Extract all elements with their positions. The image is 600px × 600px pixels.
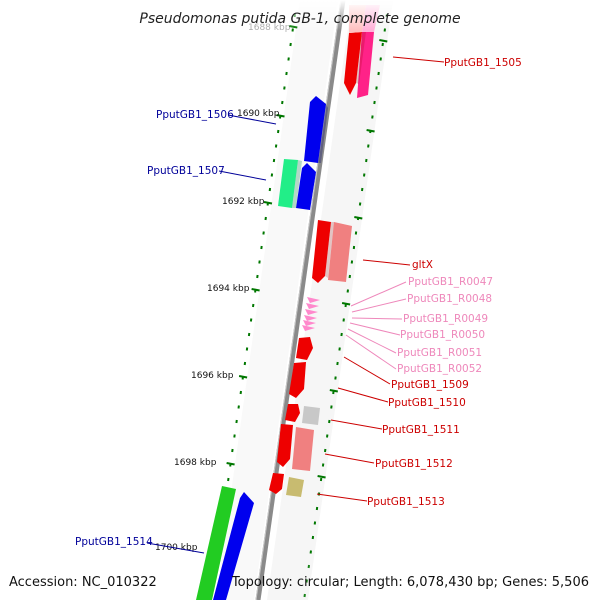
label-pputgb1-1506[interactable]: PputGB1_1506	[156, 109, 234, 121]
label-gltx[interactable]: gltX	[412, 259, 433, 271]
label-pputgb1-1509[interactable]: PputGB1_1509	[391, 379, 469, 391]
gene-pputgb1-1505[interactable]	[344, 32, 362, 95]
gene-pputgb1-r0052[interactable]	[302, 325, 315, 331]
scale-major-tick	[366, 129, 375, 133]
label-pputgb1-r0052[interactable]: PputGB1_R0052	[397, 363, 482, 375]
gene-pputgb1-1511[interactable]	[302, 406, 320, 425]
label-pputgb1-r0047[interactable]: PputGB1_R0047	[408, 276, 493, 288]
gene-pputgb1-r0051[interactable]	[303, 320, 316, 326]
kbp-label-1690: 1690 kbp	[237, 109, 280, 119]
label-pputgb1-r0050[interactable]: PputGB1_R0050	[400, 329, 485, 341]
scale-major-tick	[329, 389, 338, 393]
accession-text: Accession: NC_010322	[9, 575, 157, 590]
label-pputgb1-1511[interactable]: PputGB1_1511	[382, 424, 460, 436]
gene-pputgb1-1509[interactable]	[289, 362, 306, 398]
kbp-label-1696: 1696 kbp	[191, 371, 234, 381]
label-pputgb1-r0048[interactable]: PputGB1_R0048	[407, 293, 492, 305]
leader-lines	[146, 56, 445, 554]
scale-major-tick	[263, 201, 273, 205]
feature-shading	[292, 32, 366, 278]
label-pputgb1-1510[interactable]: PputGB1_1510	[388, 397, 466, 409]
genome-backbone	[255, 0, 346, 600]
genome-summary-text: Topology: circular; Length: 6,078,430 bp…	[231, 575, 589, 590]
label-pputgb1-1505[interactable]: PputGB1_1505	[444, 57, 522, 69]
gene-pputgb1-1512-a[interactable]	[277, 424, 293, 467]
gene-pputgb1-1509-a[interactable]	[296, 337, 313, 360]
label-pputgb1-r0051[interactable]: PputGB1_R0051	[397, 347, 482, 359]
gene-pputgb1-1513-a[interactable]	[269, 473, 284, 494]
label-pputgb1-1512[interactable]: PputGB1_1512	[375, 458, 453, 470]
gene-pputgb1-r0047[interactable]	[307, 297, 320, 303]
gene-pputgb1-1510[interactable]	[285, 404, 300, 422]
gene-gltx[interactable]	[312, 220, 331, 283]
page-title: Pseudomonas putida GB-1, complete genome	[139, 11, 460, 27]
scale-major-tick	[379, 39, 388, 43]
top-fade	[0, 0, 600, 30]
label-pputgb1-1514[interactable]: PputGB1_1514	[75, 536, 153, 548]
gene-pputgb1-1507[interactable]	[278, 159, 298, 208]
scale-major-tick	[251, 288, 260, 292]
gene-gltx-aux[interactable]	[328, 222, 352, 282]
gene-pputgb1-1507-b[interactable]	[296, 163, 316, 210]
gene-pputgb1-1513[interactable]	[286, 477, 304, 497]
label-pputgb1-1507[interactable]: PputGB1_1507	[147, 165, 225, 177]
scale-major-tick	[276, 114, 285, 118]
label-pputgb1-1513[interactable]: PputGB1_1513	[367, 496, 445, 508]
gene-pputgb1-1506[interactable]	[304, 96, 326, 163]
gene-pputgb1-r0050[interactable]	[304, 315, 317, 321]
label-pputgb1-r0049[interactable]: PputGB1_R0049	[403, 313, 488, 325]
gene-pputgb1-1512[interactable]	[292, 427, 314, 471]
kbp-label-1692: 1692 kbp	[222, 197, 265, 207]
kbp-label-1688: 1688 kbp	[248, 23, 291, 33]
scale-major-tick	[238, 375, 248, 379]
gene-pputgb1-1514[interactable]	[196, 486, 236, 600]
scale-major-tick	[317, 475, 326, 479]
gene-pputgb1-1505-aux[interactable]	[357, 32, 374, 98]
scale-major-tick	[341, 302, 351, 306]
gene-pputgb1-r0049[interactable]	[305, 309, 318, 315]
gene-pputgb1-r0048[interactable]	[306, 303, 319, 309]
genome-backbone-highlight	[255, 0, 342, 600]
gene-pputgb1-1514-b[interactable]	[213, 492, 254, 600]
trna-cluster	[302, 297, 320, 331]
scale-major-tick	[226, 462, 235, 466]
kbp-label-1694: 1694 kbp	[207, 284, 250, 294]
kbp-label-1698: 1698 kbp	[174, 458, 217, 468]
scale-major-tick	[354, 216, 363, 220]
